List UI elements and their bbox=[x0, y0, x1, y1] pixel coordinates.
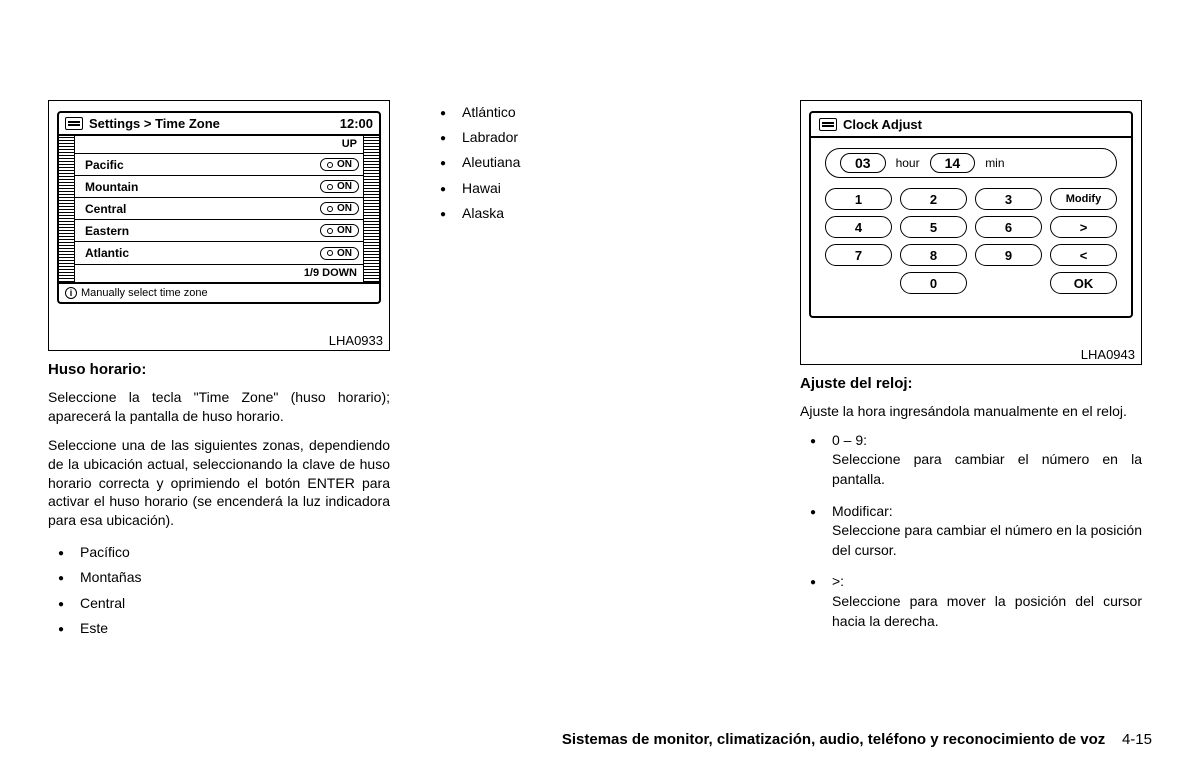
tz-label: Pacific bbox=[85, 158, 320, 172]
min-value[interactable]: 14 bbox=[930, 153, 976, 173]
screen-header: Settings > Time Zone 12:00 bbox=[59, 113, 379, 136]
bullet-list: Atlántico Labrador Aleutiana Hawai Alask… bbox=[430, 100, 760, 226]
column-mid: Atlántico Labrador Aleutiana Hawai Alask… bbox=[430, 40, 760, 647]
scroll-down[interactable]: 1/9 DOWN bbox=[75, 264, 363, 282]
scroll-indicator-right bbox=[363, 136, 379, 282]
key-next[interactable]: > bbox=[1050, 216, 1117, 238]
def-desc: Seleccione para mover la posición del cu… bbox=[832, 592, 1142, 631]
screen-header: Clock Adjust bbox=[811, 113, 1131, 138]
figure-clock: Clock Adjust 03 hour 14 min 1 2 3 Modify bbox=[800, 100, 1142, 365]
footer-page: 4-15 bbox=[1122, 731, 1152, 748]
column-left: Settings > Time Zone 12:00 UP Pacific ON… bbox=[48, 40, 390, 647]
keypad: 1 2 3 Modify 4 5 6 > 7 8 9 < 0 bbox=[825, 188, 1117, 294]
list-item: Alaska bbox=[450, 201, 760, 226]
bullet-list: Pacífico Montañas Central Este bbox=[48, 540, 390, 641]
column-right: Clock Adjust 03 hour 14 min 1 2 3 Modify bbox=[800, 40, 1142, 647]
list-item: Central bbox=[68, 591, 390, 616]
def-term: 0 – 9: bbox=[832, 431, 1142, 451]
key-prev[interactable]: < bbox=[1050, 244, 1117, 266]
menu-icon bbox=[65, 117, 83, 130]
tz-toggle[interactable]: ON bbox=[320, 202, 359, 215]
scroll-up[interactable]: UP bbox=[75, 136, 363, 154]
hour-label: hour bbox=[896, 156, 920, 170]
list-item: Atlántico bbox=[450, 100, 760, 125]
footer-section: Sistemas de monitor, climatización, audi… bbox=[562, 731, 1105, 748]
paragraph: Ajuste la hora ingresándola manualmente … bbox=[800, 402, 1142, 421]
min-label: min bbox=[985, 156, 1004, 170]
helper-text: i Manually select time zone bbox=[59, 282, 379, 302]
manual-page: Settings > Time Zone 12:00 UP Pacific ON… bbox=[48, 40, 1152, 647]
breadcrumb: Settings > Time Zone bbox=[89, 116, 220, 131]
tz-toggle[interactable]: ON bbox=[320, 247, 359, 260]
key-2[interactable]: 2 bbox=[900, 188, 967, 210]
key-1[interactable]: 1 bbox=[825, 188, 892, 210]
tz-label: Mountain bbox=[85, 180, 320, 194]
key-7[interactable]: 7 bbox=[825, 244, 892, 266]
key-modify[interactable]: Modify bbox=[1050, 188, 1117, 210]
figure-id: LHA0943 bbox=[1081, 347, 1135, 362]
info-icon: i bbox=[65, 287, 77, 299]
figure-timezone: Settings > Time Zone 12:00 UP Pacific ON… bbox=[48, 100, 390, 351]
key-4[interactable]: 4 bbox=[825, 216, 892, 238]
clock-readout: 12:00 bbox=[340, 116, 373, 131]
def-item: 0 – 9: Seleccione para cambiar el número… bbox=[820, 431, 1142, 490]
tz-toggle[interactable]: ON bbox=[320, 180, 359, 193]
list-item: Pacífico bbox=[68, 540, 390, 565]
key-5[interactable]: 5 bbox=[900, 216, 967, 238]
tz-label: Eastern bbox=[85, 224, 320, 238]
key-6[interactable]: 6 bbox=[975, 216, 1042, 238]
heading-timezone: Huso horario: bbox=[48, 361, 390, 378]
list-item: Montañas bbox=[68, 565, 390, 590]
figure-id: LHA0933 bbox=[329, 333, 383, 348]
paragraph: Seleccione una de las siguientes zonas, … bbox=[48, 436, 390, 530]
tz-toggle[interactable]: ON bbox=[320, 158, 359, 171]
menu-icon bbox=[819, 118, 837, 131]
tz-row-central[interactable]: Central ON bbox=[75, 198, 363, 220]
list-item: Labrador bbox=[450, 125, 760, 150]
definition-list: 0 – 9: Seleccione para cambiar el número… bbox=[800, 431, 1142, 631]
list-item: Aleutiana bbox=[450, 150, 760, 175]
def-item: >: Seleccione para mover la posición del… bbox=[820, 572, 1142, 631]
def-term: >: bbox=[832, 572, 1142, 592]
key-ok[interactable]: OK bbox=[1050, 272, 1117, 294]
tz-row-pacific[interactable]: Pacific ON bbox=[75, 154, 363, 176]
def-desc: Seleccione para cambiar el número en la … bbox=[832, 521, 1142, 560]
page-footer: Sistemas de monitor, climatización, audi… bbox=[420, 731, 1152, 748]
clock-adjust-screen: Clock Adjust 03 hour 14 min 1 2 3 Modify bbox=[809, 111, 1133, 318]
settings-screen: Settings > Time Zone 12:00 UP Pacific ON… bbox=[57, 111, 381, 304]
tz-label: Central bbox=[85, 202, 320, 216]
tz-label: Atlantic bbox=[85, 246, 320, 260]
time-display: 03 hour 14 min bbox=[825, 148, 1117, 178]
list-item: Hawai bbox=[450, 176, 760, 201]
def-desc: Seleccione para cambiar el número en la … bbox=[832, 450, 1142, 489]
key-8[interactable]: 8 bbox=[900, 244, 967, 266]
hour-value[interactable]: 03 bbox=[840, 153, 886, 173]
tz-row-atlantic[interactable]: Atlantic ON bbox=[75, 242, 363, 264]
def-item: Modificar: Seleccione para cambiar el nú… bbox=[820, 502, 1142, 561]
tz-toggle[interactable]: ON bbox=[320, 224, 359, 237]
tz-row-eastern[interactable]: Eastern ON bbox=[75, 220, 363, 242]
paragraph: Seleccione la tecla "Time Zone" (huso ho… bbox=[48, 388, 390, 426]
list-item: Este bbox=[68, 616, 390, 641]
key-9[interactable]: 9 bbox=[975, 244, 1042, 266]
scroll-indicator-left bbox=[59, 136, 75, 282]
tz-row-mountain[interactable]: Mountain ON bbox=[75, 176, 363, 198]
timezone-list: UP Pacific ON Mountain ON Central ON bbox=[75, 136, 363, 282]
def-term: Modificar: bbox=[832, 502, 1142, 522]
screen-title: Clock Adjust bbox=[843, 117, 922, 132]
key-3[interactable]: 3 bbox=[975, 188, 1042, 210]
heading-clock: Ajuste del reloj: bbox=[800, 375, 1142, 392]
key-0[interactable]: 0 bbox=[900, 272, 967, 294]
